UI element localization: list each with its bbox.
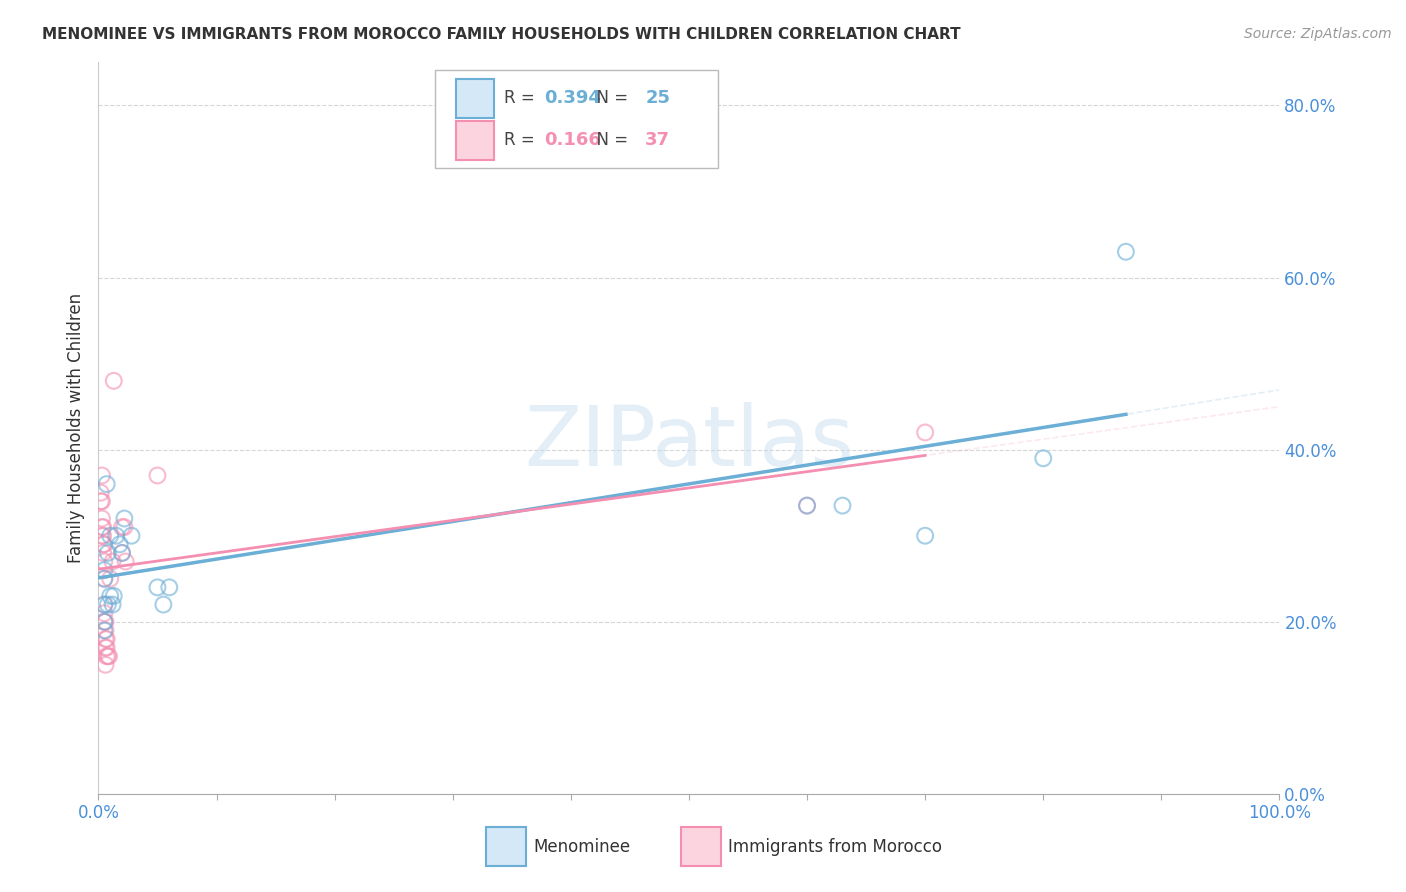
Point: [146, 468, 169, 483]
Point: [1032, 451, 1054, 466]
Point: [96, 477, 118, 491]
Point: [796, 499, 818, 513]
Point: [98, 649, 121, 664]
Point: [96, 632, 118, 646]
Point: [157, 580, 180, 594]
Text: N =: N =: [586, 131, 634, 150]
Point: [93, 572, 115, 586]
Point: [112, 520, 135, 534]
Point: [91, 520, 114, 534]
Point: [91, 529, 114, 543]
Point: [114, 555, 136, 569]
Point: [91, 511, 114, 525]
Point: [90, 494, 112, 508]
Point: [103, 589, 125, 603]
Text: R =: R =: [503, 131, 540, 150]
Point: [111, 546, 134, 560]
Text: N =: N =: [586, 89, 634, 107]
Point: [111, 520, 134, 534]
Point: [91, 520, 114, 534]
FancyBboxPatch shape: [681, 827, 721, 866]
Point: [91, 529, 114, 543]
Point: [96, 640, 118, 655]
Point: [96, 649, 118, 664]
Text: 0.394: 0.394: [544, 89, 600, 107]
Point: [94, 640, 117, 655]
Point: [108, 537, 131, 551]
Text: R =: R =: [503, 89, 540, 107]
Point: [94, 615, 117, 629]
FancyBboxPatch shape: [457, 120, 494, 161]
Point: [93, 615, 115, 629]
Point: [796, 499, 818, 513]
Point: [111, 546, 134, 560]
Point: [98, 589, 121, 603]
Text: MENOMINEE VS IMMIGRANTS FROM MOROCCO FAMILY HOUSEHOLDS WITH CHILDREN CORRELATION: MENOMINEE VS IMMIGRANTS FROM MOROCCO FAM…: [42, 27, 960, 42]
Point: [93, 555, 115, 569]
Point: [90, 485, 112, 500]
Text: Source: ZipAtlas.com: Source: ZipAtlas.com: [1244, 27, 1392, 41]
Text: Immigrants from Morocco: Immigrants from Morocco: [728, 838, 942, 855]
Point: [91, 546, 114, 560]
Point: [93, 598, 115, 612]
Point: [94, 657, 117, 672]
Point: [101, 598, 124, 612]
FancyBboxPatch shape: [434, 70, 718, 169]
Point: [152, 598, 174, 612]
Point: [914, 529, 936, 543]
FancyBboxPatch shape: [486, 827, 526, 866]
Point: [94, 624, 117, 638]
Point: [91, 537, 114, 551]
Point: [93, 606, 115, 620]
Point: [103, 374, 125, 388]
Point: [914, 425, 936, 440]
Point: [98, 529, 121, 543]
Point: [91, 494, 114, 508]
Point: [831, 499, 853, 513]
Point: [91, 468, 114, 483]
Point: [93, 615, 115, 629]
FancyBboxPatch shape: [457, 78, 494, 118]
Point: [93, 624, 115, 638]
Point: [121, 529, 143, 543]
Text: 37: 37: [645, 131, 671, 150]
Point: [97, 546, 120, 560]
Point: [1115, 244, 1137, 259]
Point: [93, 563, 115, 577]
Point: [97, 598, 120, 612]
Point: [98, 572, 121, 586]
Y-axis label: Family Households with Children: Family Households with Children: [66, 293, 84, 563]
Point: [93, 598, 115, 612]
Text: 0.166: 0.166: [544, 131, 600, 150]
Point: [105, 529, 128, 543]
Point: [112, 511, 135, 525]
Text: Menominee: Menominee: [533, 838, 630, 855]
Text: ZIPatlas: ZIPatlas: [524, 402, 853, 483]
Point: [97, 649, 120, 664]
Point: [94, 632, 117, 646]
Text: 25: 25: [645, 89, 671, 107]
Point: [146, 580, 169, 594]
Point: [101, 555, 124, 569]
Point: [93, 572, 115, 586]
Point: [93, 537, 115, 551]
